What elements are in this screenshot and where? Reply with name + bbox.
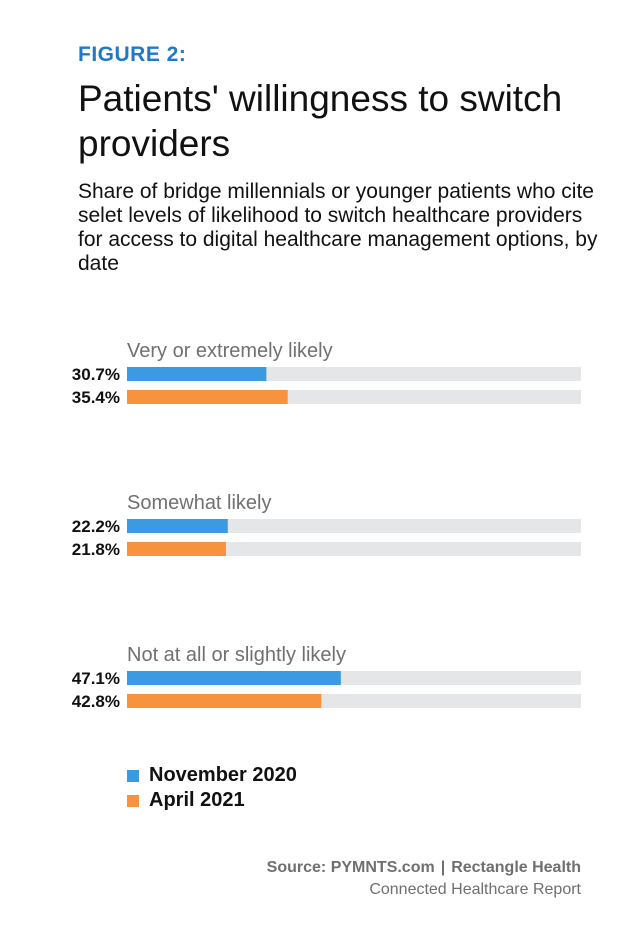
bar-track [127,542,581,556]
source-report: Connected Healthcare Report [369,881,581,898]
source-name: Source: PYMNTS.com [266,859,435,876]
chart-subtitle: Share of bridge millennials or younger p… [78,180,598,275]
bar-track [127,519,581,533]
legend: November 2020 April 2021 [127,763,297,813]
bar [127,367,267,381]
data-label: 30.7% [72,365,120,384]
source-separator: | [440,859,446,876]
bar [127,694,322,708]
group-label: Not at all or slightly likely [127,644,346,666]
legend-swatch-november-2020 [127,769,139,782]
source-note: Source: PYMNTS.com | Rectangle Health Conn… [267,857,581,901]
source-partner: Rectangle Health [451,859,581,876]
legend-label-april-2021: April 2021 [149,789,245,811]
group-label: Very or extremely likely [127,340,333,362]
data-label: 42.8% [72,692,120,711]
chart-title: Patients' willingness to switch provider… [78,78,563,164]
bar [127,671,341,685]
source-line-1: Source: PYMNTS.com | Rectangle Health [267,857,581,879]
bar [127,519,228,533]
legend-item-november-2020: November 2020 [127,763,297,788]
legend-label-november-2020: November 2020 [149,764,297,786]
legend-item-april-2021: April 2021 [127,788,297,813]
data-label: 22.2% [72,517,120,536]
data-label: 35.4% [72,388,120,407]
group-label: Somewhat likely [127,492,272,514]
legend-swatch-april-2021 [127,794,139,807]
bar-chart: Very or extremely likely 30.7% 35.4% Somewh… [72,340,581,711]
bar [127,390,288,404]
figure-label: FIGURE 2: [78,43,187,66]
data-label: 21.8% [72,540,120,559]
bar [127,542,226,556]
data-label: 47.1% [72,669,120,688]
